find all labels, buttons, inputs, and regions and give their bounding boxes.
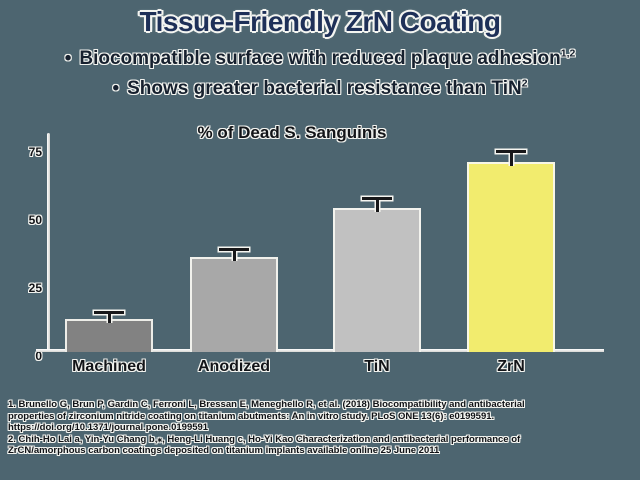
y-tick-label: 25 xyxy=(28,281,42,295)
bullet-text: Shows greater bacterial resistance than … xyxy=(127,78,522,99)
footnote-line: ZrCN/amorphous carbon coatings deposited… xyxy=(8,445,440,456)
bullet-item-biocompatible: • Biocompatible surface with reduced plaq… xyxy=(0,48,640,70)
bullet-dot: • xyxy=(64,48,72,69)
bar-zrn xyxy=(467,161,555,352)
y-tick-label: 50 xyxy=(28,213,42,227)
error-bar-cap xyxy=(362,196,392,200)
error-bar-cap xyxy=(94,310,124,314)
error-bar-stem xyxy=(509,153,513,166)
error-bar-cap xyxy=(496,150,526,154)
category-label: Machined xyxy=(72,358,146,375)
bullet-item-bacterial-resistance: • Shows greater bacterial resistance than… xyxy=(0,78,640,100)
error-bar-stem xyxy=(232,251,236,261)
footnote-line: https://doi.org/10.1371/journal.pone.019… xyxy=(8,422,209,433)
error-bar-cap xyxy=(219,248,249,252)
chart-title: % of Dead S. Sanguinis xyxy=(197,123,387,142)
error-bar-stem xyxy=(107,313,111,324)
bullet-superscript: 2 xyxy=(521,78,528,90)
bullet-superscript: 1,2 xyxy=(560,48,576,60)
category-label: Anodized xyxy=(198,358,270,375)
y-tick-label: 75 xyxy=(28,145,42,159)
bar-anodized xyxy=(190,256,278,352)
bullet-dot: • xyxy=(112,78,120,99)
bar-machined xyxy=(65,319,153,352)
x-axis-line xyxy=(36,349,604,352)
category-label: ZrN xyxy=(497,358,525,375)
footnotes: 1. Brunello G, Brun P, Gardin C, Ferroni… xyxy=(8,399,638,457)
y-tick-label: 0 xyxy=(35,349,42,363)
bar-tin xyxy=(333,207,421,352)
error-bar-stem xyxy=(375,199,379,212)
category-label: TiN xyxy=(364,358,390,375)
slide-title: Tissue-Friendly ZrN Coating xyxy=(139,6,501,37)
y-axis-line xyxy=(47,133,50,352)
plot-area: Machined Anodized TiN ZrN 0 25 50 75 xyxy=(0,120,640,375)
footnote-line: properties of zirconium nitride coating … xyxy=(8,410,495,422)
bullet-text: Biocompatible surface with reduced plaqu… xyxy=(79,48,561,69)
footnote-line: 2. Chih-Ho Lai a, Yin-Yu Chang b,⁎, Heng… xyxy=(8,433,521,445)
footnote-line: 1. Brunello G, Brun P, Gardin C, Ferroni… xyxy=(8,399,525,410)
